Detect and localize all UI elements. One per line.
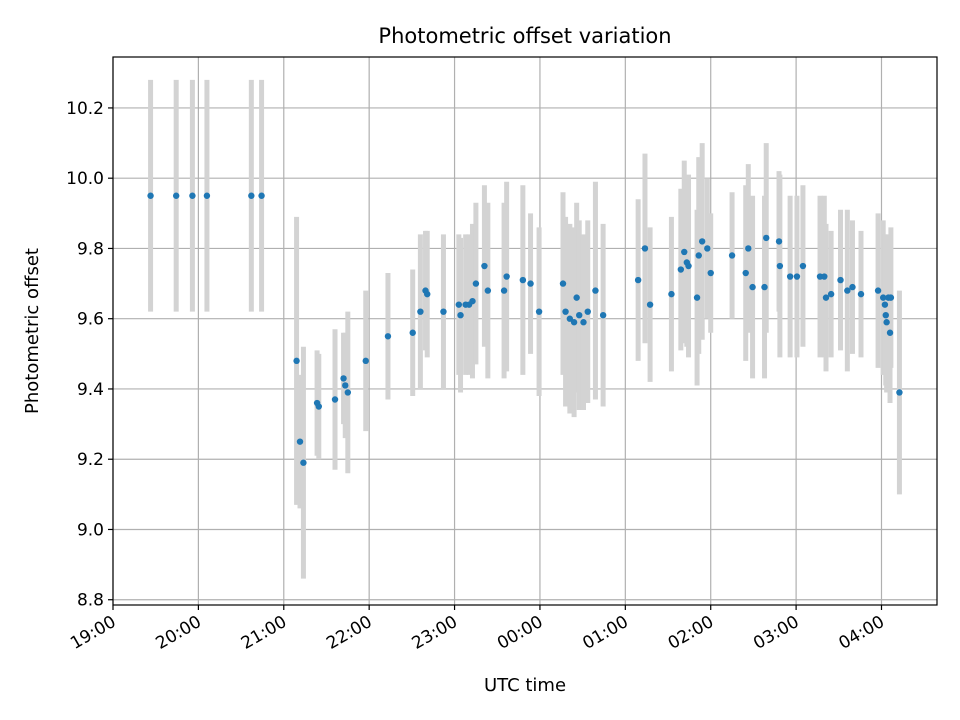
data-point [296,438,304,445]
data-point [331,396,339,403]
data-point [315,403,322,410]
y-tick-label: 9.2 [77,450,104,470]
data-point [685,262,692,270]
data-point [776,262,784,270]
data-point [342,382,349,389]
data-point [584,308,591,315]
data-point [786,273,794,280]
data-point [440,308,447,315]
data-point [409,329,416,336]
data-point [147,192,154,199]
data-point [424,290,431,298]
chart-title: Photometric offset variation [378,24,671,48]
data-point [592,287,599,294]
data-point [384,333,392,340]
data-point [203,192,211,199]
data-point [641,245,649,252]
data-point [883,319,890,326]
y-tick-label: 9.6 [77,310,104,330]
data-point [881,301,889,308]
data-point [469,297,476,305]
data-point [300,459,307,466]
data-point [457,311,464,319]
data-point [887,294,895,301]
data-point [822,294,830,301]
data-point [570,319,578,326]
data-point [527,280,534,287]
data-point [189,192,196,199]
data-point [837,276,844,284]
data-point [827,290,835,298]
data-point [500,287,508,294]
data-point [844,287,851,294]
data-point [344,389,352,396]
data-point [646,301,654,308]
data-point [799,262,807,270]
data-point [559,280,567,287]
data-point [704,245,711,252]
data-point [896,389,903,396]
y-axis-title: Photometric offset [22,248,43,414]
data-point [535,308,543,315]
data-point [580,319,587,326]
data-point [698,238,706,245]
data-point [258,192,265,199]
data-point [172,192,180,199]
data-point [775,238,783,245]
x-axis-title: UTC time [484,675,566,696]
data-point [693,294,701,301]
data-point [793,273,801,280]
data-point [484,287,492,294]
data-point [745,245,752,252]
data-point [340,375,347,382]
data-point [519,276,527,284]
data-point [455,301,463,308]
y-tick-label: 9.4 [77,380,104,400]
y-tick-label: 8.8 [77,591,104,611]
data-point [599,311,607,319]
data-point [248,192,255,199]
data-point [763,234,770,242]
data-points [147,192,903,466]
data-point [576,311,583,319]
data-point [681,248,688,256]
data-point [749,283,756,291]
data-point [857,290,865,298]
data-point [742,269,749,277]
data-point [562,308,569,315]
y-tick-label: 10.2 [66,99,104,119]
data-point [293,357,300,365]
y-tick-label: 9.0 [77,520,104,540]
data-point [472,280,480,287]
data-point [882,311,889,319]
y-tick-label: 9.8 [77,239,104,259]
data-point [849,283,856,291]
data-point [886,329,894,336]
data-point [874,287,882,294]
data-point [707,269,714,277]
data-point [503,273,510,280]
data-point [695,252,702,259]
data-point [481,262,488,270]
data-point [566,315,574,322]
plot-frame [112,56,938,606]
data-point [634,276,642,284]
y-tick-label: 10.0 [66,169,104,189]
data-point [728,252,736,259]
data-point [362,357,369,365]
data-point [880,294,887,301]
data-point [417,308,424,315]
data-point [573,294,580,301]
data-point [761,283,768,291]
data-point [668,290,675,298]
data-point [677,266,685,273]
data-point [821,273,828,280]
